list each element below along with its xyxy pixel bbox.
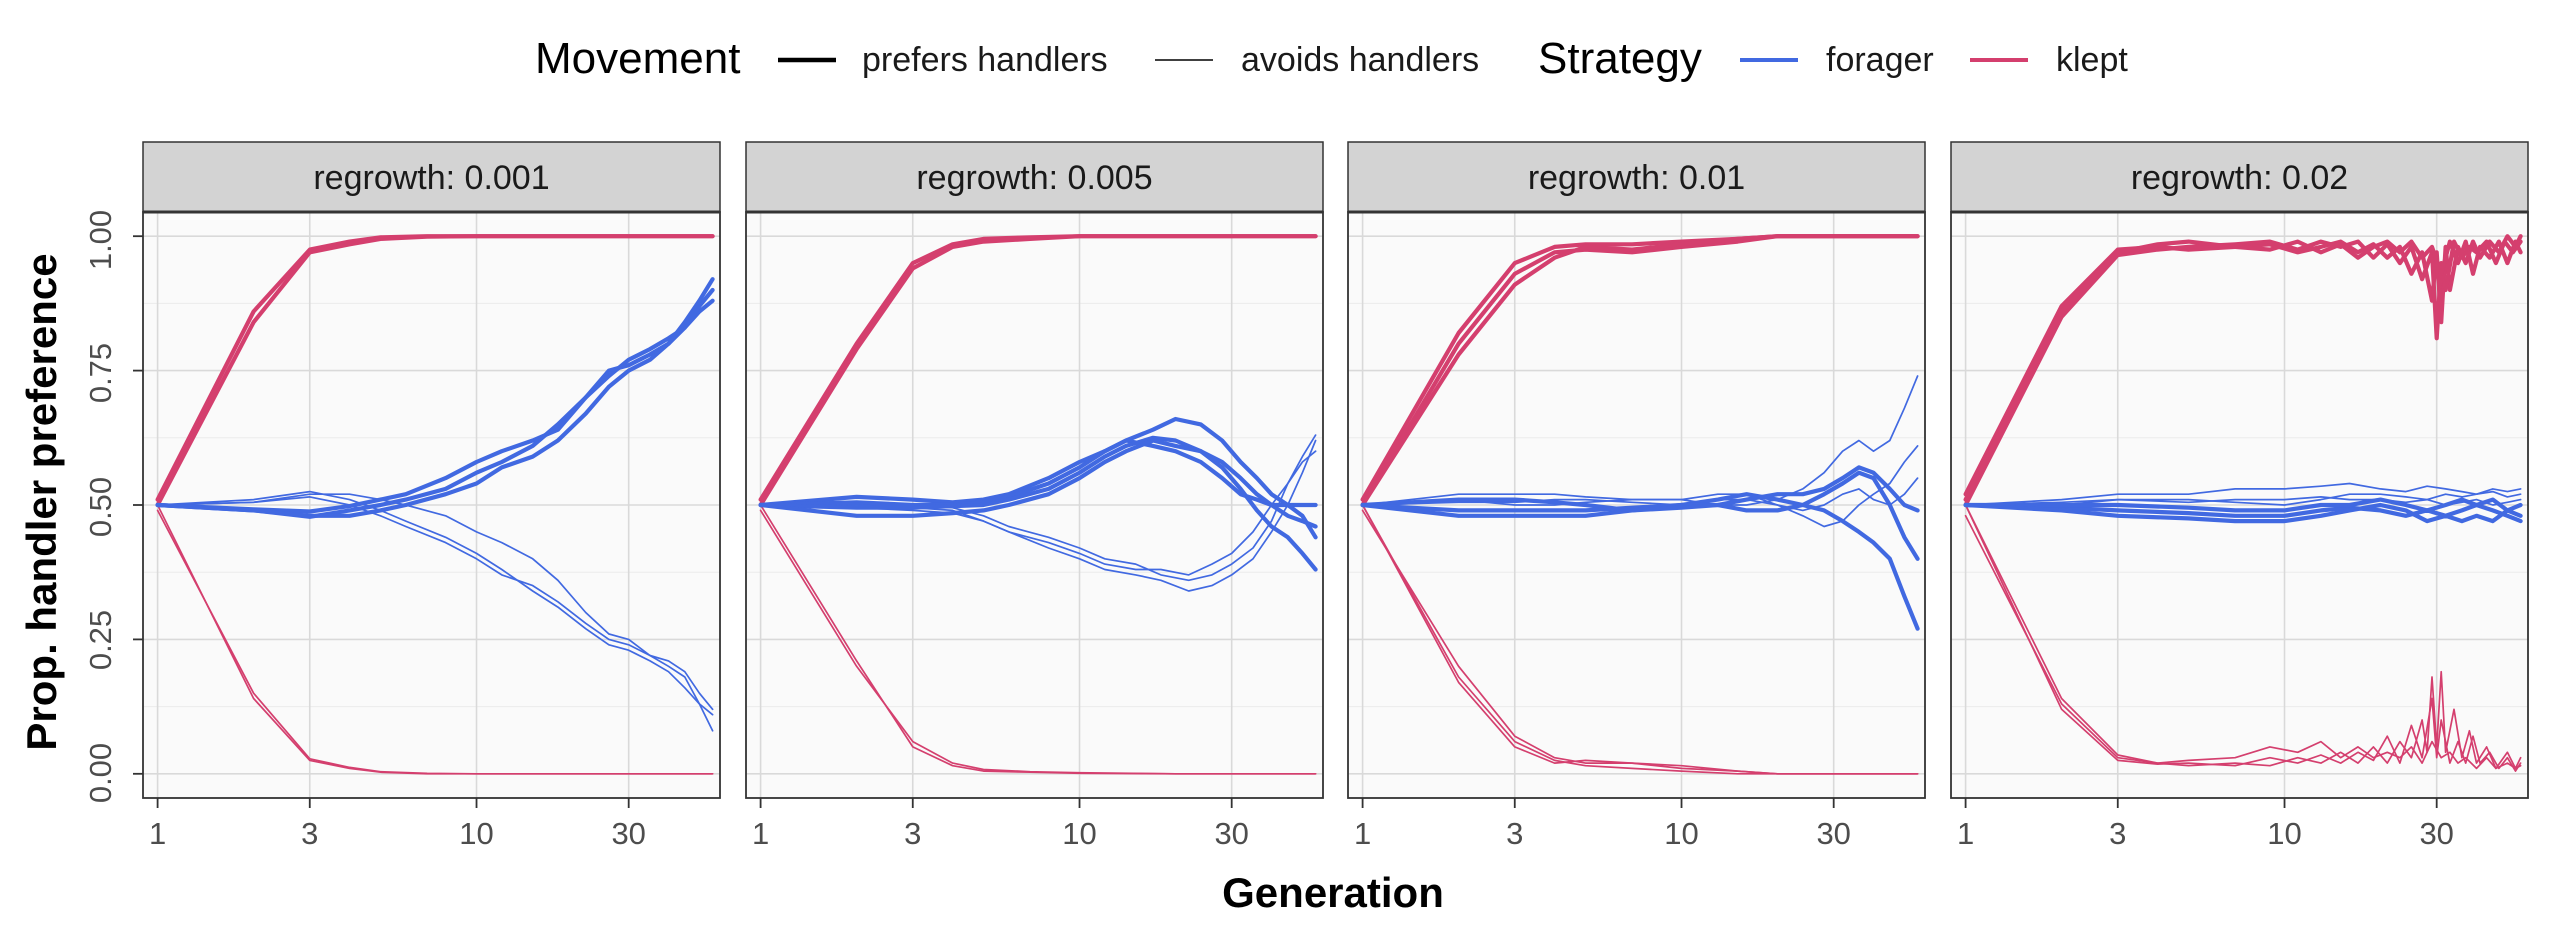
- series-line-klept-avoids-handlers: [1964, 504, 2522, 772]
- y-axis-title: Prop. handler preference: [18, 253, 65, 750]
- x-axis-title: Generation: [1222, 869, 1444, 916]
- series-line-forager-prefers-handlers: [1963, 502, 2523, 524]
- legend-label-klept: klept: [2056, 41, 2128, 79]
- series-line-klept-avoids-handlers: [759, 504, 1317, 775]
- series-line-klept-avoids-handlers: [1964, 504, 2522, 770]
- legend: Movement prefers handlers avoids handler…: [535, 34, 2128, 83]
- series-line-klept-avoids-handlers: [156, 504, 714, 775]
- y-tick-label: 0.25: [83, 610, 118, 670]
- y-tick-label: 0.75: [83, 343, 118, 403]
- x-tick-label: 10: [1664, 816, 1698, 851]
- x-tick-label: 30: [1214, 816, 1248, 851]
- series-line-forager-prefers-handlers: [1963, 502, 2523, 524]
- series-line-forager-prefers-handlers: [758, 435, 1318, 572]
- x-tick-label: 30: [611, 816, 645, 851]
- x-tick-label: 10: [2267, 816, 2301, 851]
- legend-movement-title: Movement: [535, 34, 740, 83]
- series-line-forager-prefers-handlers: [1360, 465, 1920, 518]
- series-line-forager-prefers-handlers: [1963, 497, 2523, 518]
- y-tick-label: 0.50: [83, 477, 118, 537]
- panel-regrowth-0.001: regrowth: 0.001 1 3 10 30: [133, 141, 721, 851]
- y-axis: 0.00 0.25 0.50 0.75 1.00: [83, 210, 118, 803]
- legend-label-avoids-handlers: avoids handlers: [1241, 41, 1479, 79]
- legend-label-prefers-handlers: prefers handlers: [862, 41, 1108, 79]
- x-tick-label: 1: [1957, 816, 1974, 851]
- series-line-klept-prefers-handlers: [1963, 239, 2523, 502]
- strip-label: regrowth: 0.005: [916, 159, 1152, 197]
- x-tick-label: 10: [1062, 816, 1096, 851]
- x-tick-label: 30: [1816, 816, 1850, 851]
- series-line-klept-prefers-handlers: [1360, 234, 1920, 508]
- x-tick-label: 10: [459, 816, 493, 851]
- x-tick-label: 3: [2109, 816, 2126, 851]
- x-tick-label: 3: [904, 816, 921, 851]
- series-line-klept-avoids-handlers: [1361, 504, 1919, 775]
- x-tick-label: 30: [2419, 816, 2453, 851]
- series-line-forager-prefers-handlers: [155, 277, 715, 518]
- strip-background: [1950, 141, 2529, 213]
- series-line-forager-prefers-handlers: [1360, 470, 1920, 561]
- x-tick-label: 1: [1354, 816, 1371, 851]
- strip-label: regrowth: 0.02: [2131, 159, 2348, 197]
- x-tick-label: 1: [149, 816, 166, 851]
- series-line-forager-avoids-handlers: [759, 439, 1317, 592]
- panel-regrowth-0.005: regrowth: 0.005 1 3 10 30: [745, 141, 1324, 851]
- legend-strategy-title: Strategy: [1538, 34, 1702, 83]
- series-line-forager-avoids-handlers: [156, 490, 714, 716]
- series-line-forager-avoids-handlers: [1964, 482, 2522, 506]
- strip-background: [745, 141, 1324, 213]
- series-line-forager-prefers-handlers: [758, 416, 1318, 540]
- series-line-forager-avoids-handlers: [1964, 490, 2522, 506]
- y-tick-label: 0.00: [83, 743, 118, 803]
- series-line-klept-prefers-handlers: [758, 234, 1318, 508]
- series-line-forager-avoids-handlers: [1361, 477, 1919, 512]
- series-line-klept-avoids-handlers: [1361, 504, 1919, 775]
- series-line-forager-prefers-handlers: [758, 438, 1318, 529]
- series-line-forager-prefers-handlers: [155, 298, 715, 519]
- strip-label: regrowth: 0.001: [313, 159, 549, 197]
- panels: regrowth: 0.001 1 3 10 30 regrowth: 0.005 1…: [133, 141, 2529, 851]
- x-tick-label: 1: [752, 816, 769, 851]
- panel-regrowth-0.02: regrowth: 0.02 1 3 10 30: [1950, 141, 2529, 851]
- strip-label: regrowth: 0.01: [1528, 159, 1745, 197]
- legend-label-forager: forager: [1826, 41, 1934, 79]
- x-tick-label: 3: [301, 816, 318, 851]
- series-line-klept-prefers-handlers: [155, 234, 715, 508]
- y-tick-label: 1.00: [83, 210, 118, 270]
- strip-background: [142, 141, 721, 213]
- x-tick-label: 3: [1506, 816, 1523, 851]
- panel-regrowth-0.01: regrowth: 0.01 1 3 10 30: [1347, 141, 1926, 851]
- series-line-forager-avoids-handlers: [156, 493, 714, 711]
